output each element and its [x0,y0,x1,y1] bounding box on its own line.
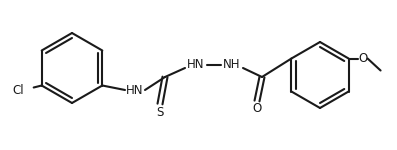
Text: HN: HN [187,58,205,72]
Text: Cl: Cl [12,84,24,97]
Text: NH: NH [223,58,241,72]
Text: O: O [252,102,262,116]
Text: S: S [156,105,164,118]
Text: HN: HN [126,84,144,96]
Text: O: O [358,52,367,65]
